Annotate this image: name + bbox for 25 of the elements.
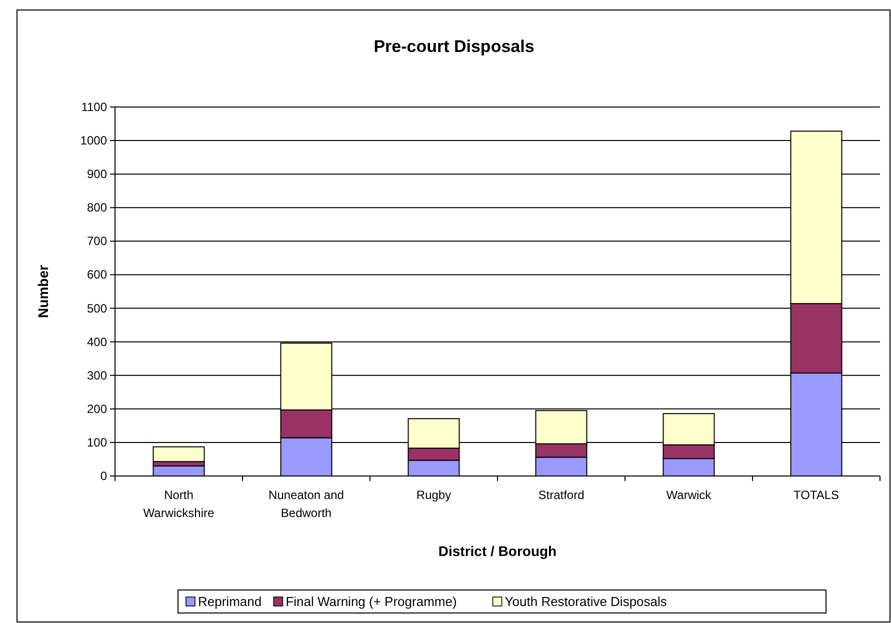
y-tick-label: 400 (86, 334, 108, 349)
legend-label: Youth Restorative Disposals (504, 594, 668, 609)
legend-label: Final Warning (+ Programme) (286, 594, 457, 609)
y-tick-label: 500 (86, 301, 108, 316)
y-tick-label: 600 (86, 268, 108, 282)
y-tick-label: 800 (86, 200, 108, 215)
y-tick-label: 200 (86, 402, 108, 416)
x-tick-label: Nuneaton and Bedworth (268, 488, 344, 520)
x-tick-label: Rugby (416, 488, 452, 502)
y-tick-label: 1100 (81, 100, 108, 114)
y-axis-title: Number (35, 264, 51, 318)
x-tick-label: TOTALS (793, 488, 840, 502)
x-axis-title: District / Borough (438, 543, 557, 559)
chart-title: Pre-court Disposals (374, 37, 534, 56)
y-tick-label: 300 (86, 368, 108, 382)
bar (152, 446, 205, 462)
y-tick-label: 1000 (80, 134, 108, 148)
y-tick-label: 900 (86, 167, 108, 182)
x-tick-label: Stratford (538, 488, 584, 502)
y-tick-label: 0 (100, 469, 108, 483)
x-tick-label: Warwick (666, 488, 712, 502)
y-tick-label: 700 (86, 234, 108, 248)
x-tick-label: North Warwickshire (143, 488, 215, 520)
legend-label: Reprimand (198, 594, 262, 609)
y-tick-label: 100 (86, 435, 108, 450)
